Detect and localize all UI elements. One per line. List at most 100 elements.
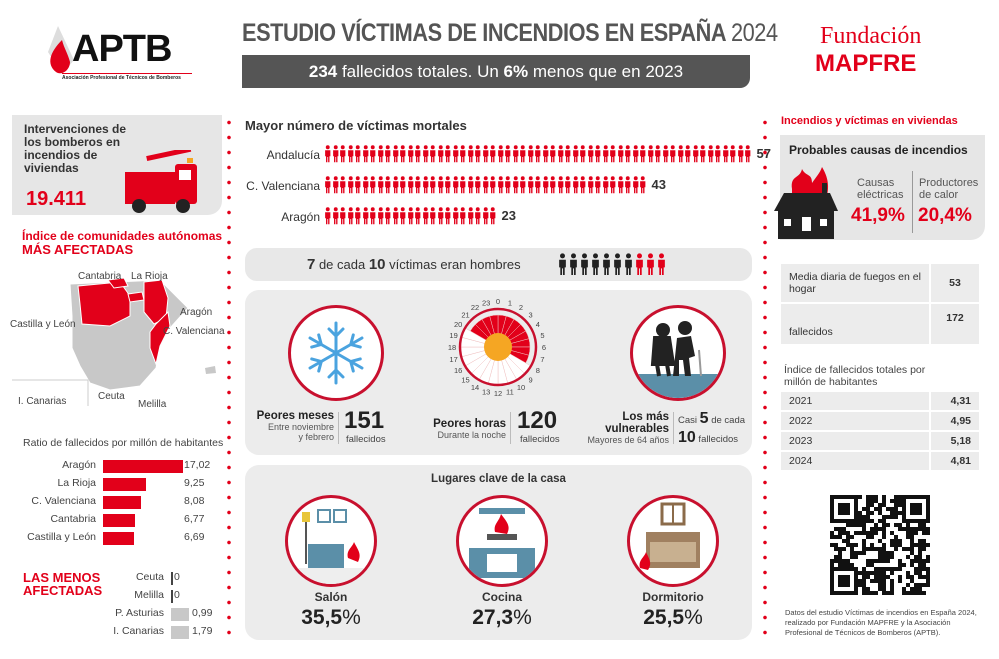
men-mid: de cada [315,257,369,272]
person-icon [520,145,526,163]
ratio-value: 8,08 [184,495,205,507]
ratio-row: Castilla y León 6,69 [0,530,222,546]
victims-icons: 43 [324,174,666,196]
stat-label: Media diaria de fuegos en el hogar [781,264,929,302]
person-icon [625,253,632,276]
divider-left [227,115,231,640]
person-icon [632,176,638,194]
person-icon [505,176,511,194]
divider [338,412,339,444]
less-value: 0 [174,589,180,601]
less-bar [171,626,189,639]
map-label-cantabria: Cantabria [78,271,122,282]
aptb-logo-subtitle: Asociación Profesional de Técnicos de Bo… [62,73,192,81]
map-label-castilla: Castilla y León [10,319,76,330]
men-num: 7 [307,256,316,273]
less-row: Ceuta 0 [0,570,222,586]
person-icon [332,207,338,225]
person-icon [452,207,458,225]
victims-value: 23 [501,208,516,223]
person-icon [565,176,571,194]
index-year: 2021 [781,392,929,410]
person-icon [550,145,556,163]
spain-map [12,277,216,406]
ratio-name: La Rioja [57,477,96,489]
victims-region: C. Valenciana [246,179,320,193]
person-icon [497,176,503,194]
person-icon [460,145,466,163]
person-icon [614,253,621,276]
title-text: ESTUDIO VÍCTIMAS DE INCENDIOS EN ESPAÑA [242,19,726,47]
stat-label: fallecidos [781,304,929,344]
person-icon [700,145,706,163]
person-icon [452,145,458,163]
hour-label: 1 [508,299,512,308]
place-name: Cocina [481,590,522,604]
person-icon [647,145,653,163]
person-icon [617,176,623,194]
less-row: I. Canarias 1,79 [0,624,222,640]
kitchen-circle [456,495,548,587]
less-name: I. Canarias [113,625,164,637]
person-icon [707,145,713,163]
hours-sub: Durante la noche [437,430,506,440]
person-icon [347,207,353,225]
person-icon [670,145,676,163]
index-title-strong: MÁS AFECTADAS [22,242,134,257]
ratio-name: Cantabria [50,513,96,525]
less-bar [171,590,173,603]
hour-label: 3 [528,310,532,319]
place-name: Dormitorio [642,590,704,604]
person-icon [595,176,601,194]
ratio-row: Cantabria 6,77 [0,512,222,528]
ratio-bar [103,496,141,509]
vulnerable-ratio-line1: Casi 5 de cada [678,410,745,430]
qr-code[interactable] [830,495,930,595]
person-icon [422,176,428,194]
hour-label: 22 [471,303,479,312]
cause1-label: Causas eléctricas [857,177,903,201]
elderly-couple-icon [633,321,723,398]
less-row: Melilla 0 [0,588,222,604]
less-value: 0 [174,571,180,583]
table-row: fallecidos 172 [781,304,979,344]
person-icon [655,145,661,163]
person-icon [559,253,566,276]
ratio-value: 6,69 [184,531,205,543]
divider [912,171,913,233]
vulnerable-ratio-line2: 10 fallecidos [678,429,738,449]
mapfre-logo-line2: MAPFRE [815,50,917,77]
interventions-title: Intervenciones de los bomberos en incend… [24,122,127,175]
cause1-l1: Causas [857,177,895,189]
index-title: Índice de comunidades autónomas MÁS AFECT… [22,230,222,257]
person-icon [647,253,654,276]
vulnerable-pre: Casi [678,415,700,426]
places-panel: Lugares clave de la casa Salón 35,5% Cocin… [245,465,752,640]
person-icon [370,176,376,194]
hour-label: 20 [454,320,462,329]
person-icon [475,176,481,194]
person-icon [452,176,458,194]
hour-label: 19 [449,331,457,340]
person-icon [392,176,398,194]
person-icon [377,207,383,225]
index-table-title: Índice de fallecidos totales por millón … [784,364,926,388]
person-icon [407,176,413,194]
person-icon [542,176,548,194]
ratio-name: Aragón [62,459,96,471]
person-icon [475,207,481,225]
less-name: P. Asturias [115,607,164,619]
ratio-value: 17,02 [184,459,211,471]
person-icon [340,176,346,194]
banner-text-end: menos que en 2023 [528,62,684,81]
right-section-title: Incendios y víctimas en viviendas [781,115,958,127]
hour-label: 11 [506,387,514,396]
person-icon [737,145,743,163]
place-name: Salón [314,590,348,604]
person-icon [445,207,451,225]
person-icon [512,176,518,194]
aptb-logo [40,22,200,82]
less-bar [171,608,189,621]
hour-label: 13 [482,387,490,396]
